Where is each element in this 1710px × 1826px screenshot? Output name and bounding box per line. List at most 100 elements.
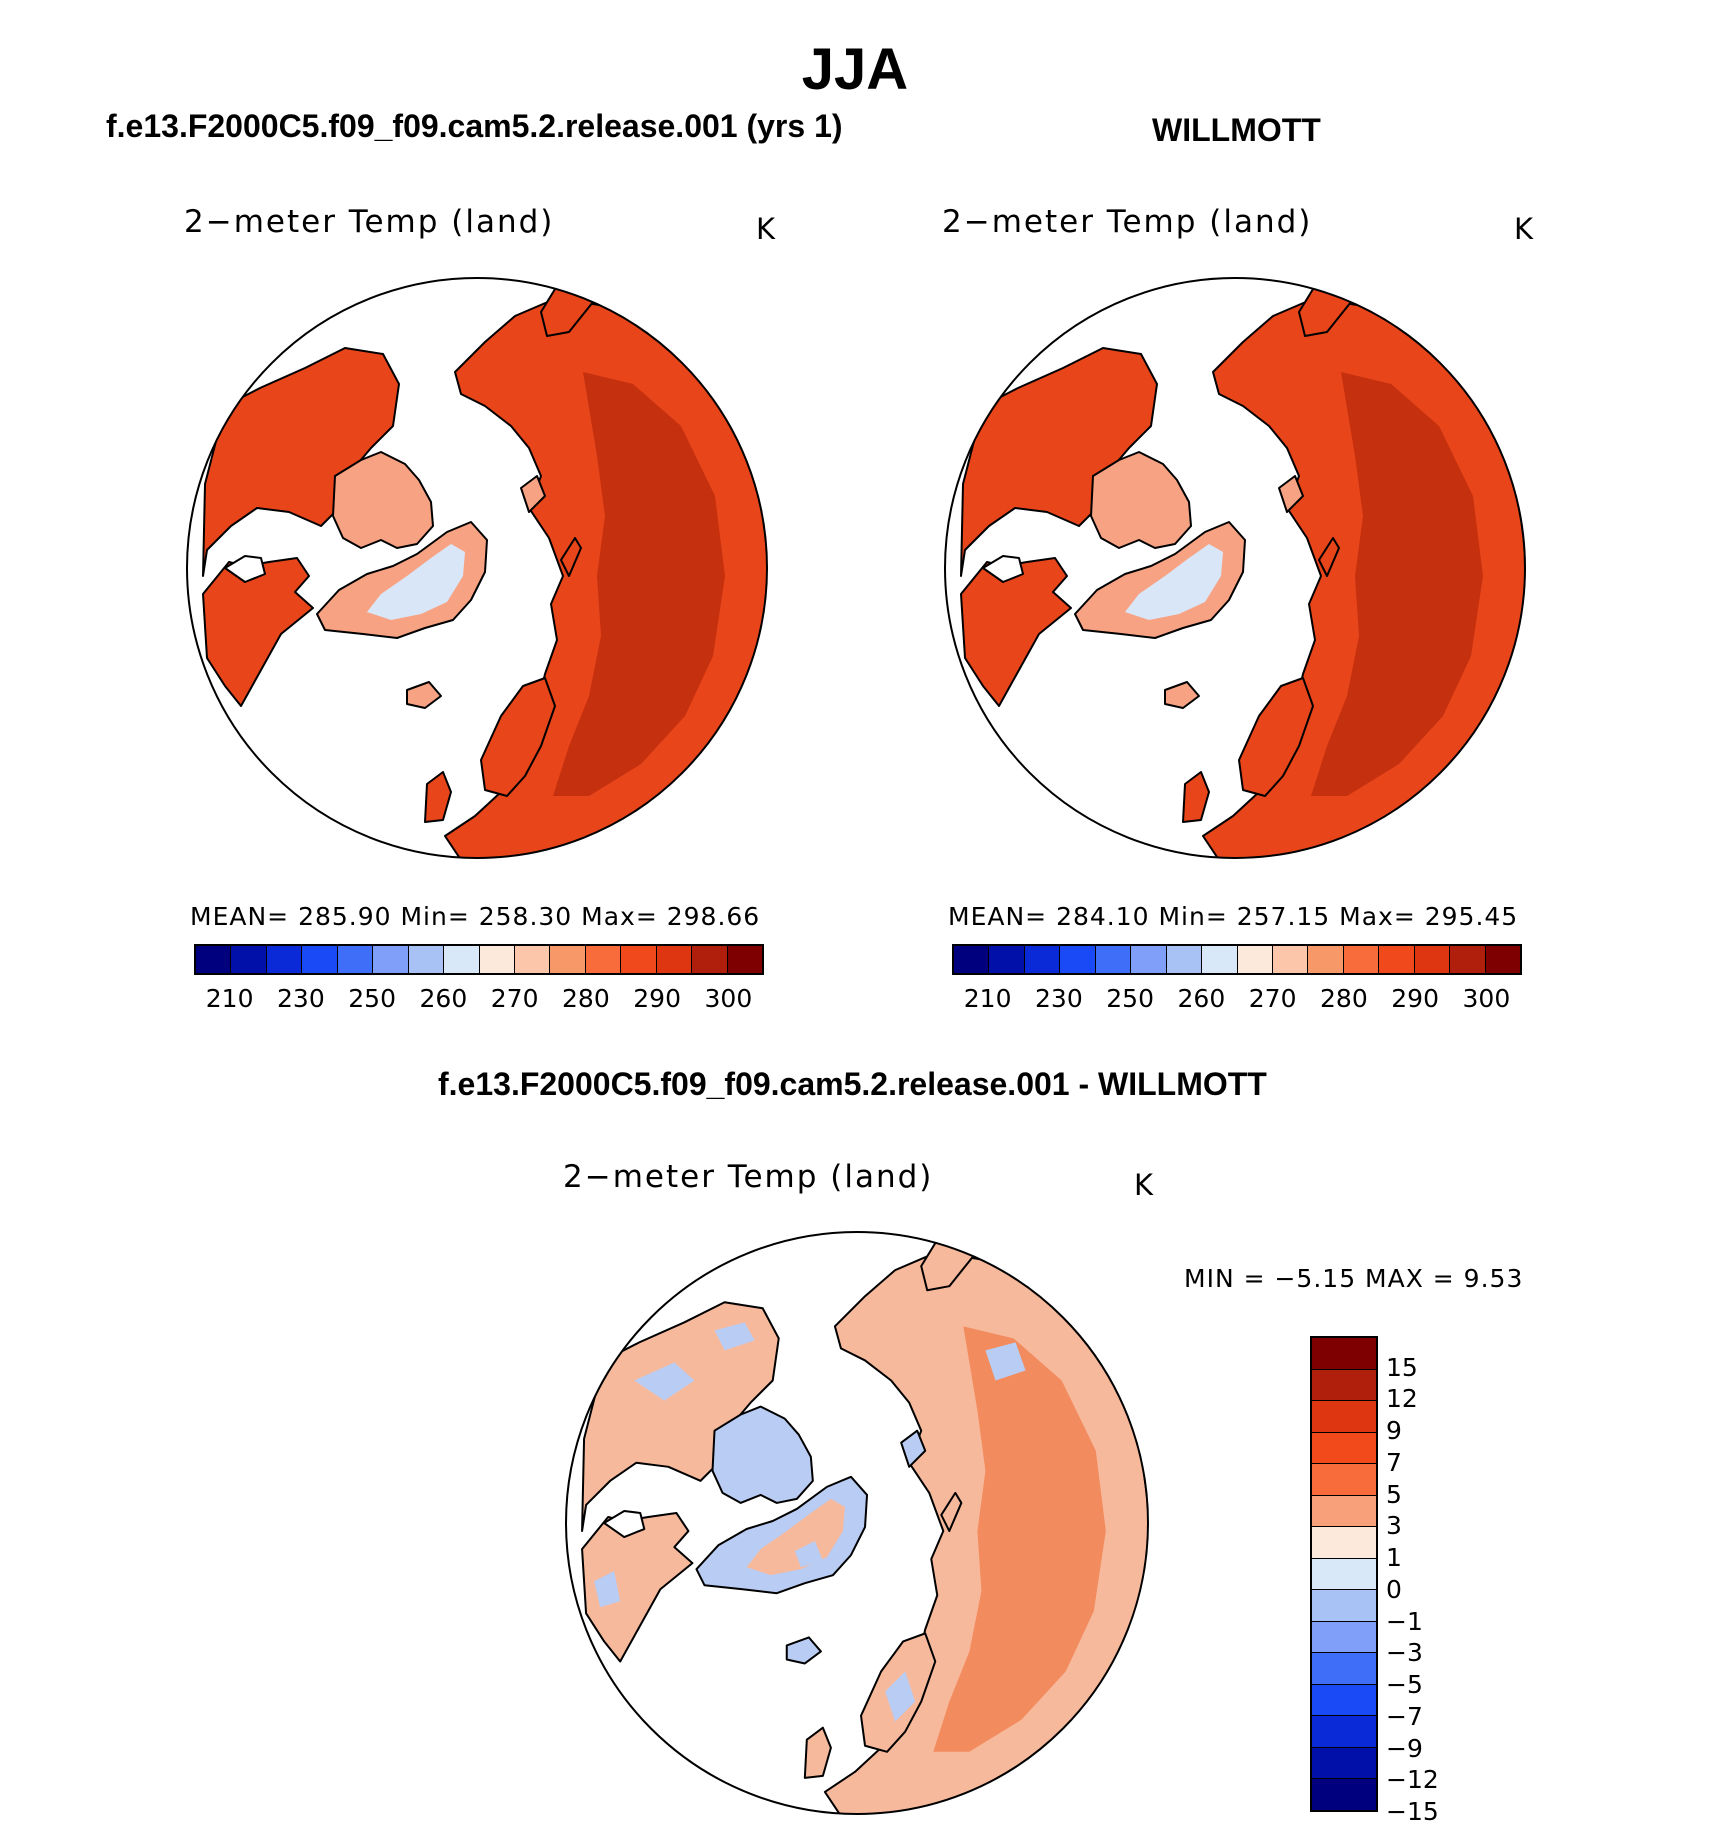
hudson-bay-water [982, 555, 1024, 583]
difference-warm-patch [1025, 1450, 1086, 1511]
panel1-units: K [756, 212, 776, 246]
arctic-archipelago-land [1090, 451, 1192, 549]
colorbar-swatch [550, 946, 586, 973]
colorbar-tick-label: 300 [704, 984, 753, 1013]
colorbar-swatch [1379, 946, 1415, 973]
panel2-units: K [1514, 212, 1534, 246]
taymyr-land [900, 1429, 927, 1468]
colorbar-swatch [727, 946, 762, 973]
british-isles-land [1182, 771, 1210, 823]
colorbar-swatch [1060, 946, 1096, 973]
land-layer [202, 278, 767, 858]
iceland-land [785, 1636, 822, 1665]
panel3-plot-title: 2−meter Temp (land) [563, 1159, 934, 1195]
colorbar-swatch [1312, 1338, 1376, 1370]
arctic-archipelago-land [711, 1405, 814, 1504]
panel2-polar-map [944, 277, 1526, 859]
colorbar-tick-label: −7 [1386, 1701, 1423, 1731]
colorbar-tick-label: 300 [1462, 984, 1511, 1013]
colorbar-swatch [479, 946, 515, 973]
colorbar-swatch [1312, 1747, 1376, 1780]
colorbar-tick-label: 280 [562, 984, 610, 1013]
difference-warm-patch [1035, 1581, 1086, 1632]
map-boundary [186, 277, 768, 859]
colorbar-swatch [1312, 1779, 1376, 1810]
colorbar-tick-label: 270 [1248, 984, 1297, 1013]
panel3-polar-map [565, 1231, 1149, 1815]
colorbar-tick-label: 280 [1320, 984, 1368, 1013]
colorbar-swatch [1312, 1716, 1376, 1748]
difference-cool-patch [885, 1671, 916, 1722]
novaya-zemlya-land [1318, 537, 1340, 577]
panel3-colorbar [1310, 1336, 1378, 1812]
panel3-minmax: MIN = −5.15 MAX = 9.53 [1184, 1264, 1524, 1293]
colorbar-swatch [1414, 946, 1451, 973]
colorbar-swatch [1312, 1495, 1376, 1528]
colorbar-tick-label: 230 [277, 984, 325, 1013]
colorbar-swatch [444, 946, 480, 973]
colorbar-swatch [1131, 946, 1167, 973]
panel2-case-title: WILLMOTT [1152, 112, 1321, 148]
hudson-bay-water [224, 555, 266, 583]
colorbar-tick-label: 12 [1386, 1384, 1418, 1414]
colorbar-swatch [266, 946, 303, 973]
panel2-colorbar [952, 944, 1522, 975]
colorbar-swatch [1308, 946, 1344, 973]
panel2-colorbar-labels: 210 230 250 260 270 280 290 300 [952, 984, 1522, 1014]
colorbar-swatch [1312, 1621, 1376, 1654]
colorbar-swatch [1237, 946, 1273, 973]
colorbar-tick-label: 260 [1177, 984, 1226, 1013]
colorbar-tick-label: −5 [1386, 1670, 1423, 1700]
novaya-zemlya-land [940, 1491, 963, 1533]
colorbar-swatch [1312, 1369, 1376, 1402]
panel2-stats: MEAN= 284.10 Min= 257.15 Max= 295.45 [948, 902, 1519, 931]
eurasia-interior-shading [553, 372, 725, 796]
iceland-land [1164, 681, 1200, 709]
scandinavia-land [480, 677, 556, 797]
panel1-colorbar [194, 944, 764, 975]
colorbar-swatch [954, 946, 990, 973]
scandinavia-land [1238, 677, 1314, 797]
colorbar-swatch [1024, 946, 1061, 973]
panel3-case-title: f.e13.F2000C5.f09_f09.cam5.2.release.001… [438, 1066, 1267, 1102]
colorbar-swatch [692, 946, 728, 973]
colorbar-swatch [1485, 946, 1520, 973]
eurasia-interior-shading [933, 1326, 1106, 1752]
colorbar-tick-label: −15 [1386, 1797, 1439, 1826]
colorbar-tick-label: 15 [1386, 1352, 1418, 1382]
colorbar-swatch [585, 946, 622, 973]
colorbar-swatch [408, 946, 445, 973]
colorbar-swatch [1202, 946, 1238, 973]
land-layer [581, 1232, 1148, 1814]
colorbar-swatch [1166, 946, 1203, 973]
colorbar-swatch [1312, 1432, 1376, 1465]
colorbar-swatch [1312, 1684, 1376, 1717]
map-boundary [565, 1231, 1149, 1815]
colorbar-tick-label: 210 [963, 984, 1012, 1013]
colorbar-swatch [196, 946, 232, 973]
colorbar-swatch [231, 946, 267, 973]
difference-cool-patch [985, 1342, 1026, 1381]
colorbar-tick-label: 210 [205, 984, 254, 1013]
colorbar-tick-label: 1 [1386, 1543, 1402, 1573]
colorbar-tick-label: 230 [1035, 984, 1083, 1013]
colorbar-swatch [1095, 946, 1132, 973]
panel3-colorbar-labels: 15 12 9 7 5 3 1 0 −1 −3 −5 −7 −9 −12 −15 [1386, 1336, 1466, 1826]
colorbar-tick-label: −9 [1386, 1733, 1423, 1763]
colorbar-tick-label: 290 [1391, 984, 1439, 1013]
panel1-plot-title: 2−meter Temp (land) [184, 204, 555, 240]
difference-cool-patch [634, 1362, 695, 1401]
colorbar-tick-label: 260 [419, 984, 468, 1013]
colorbar-tick-label: −12 [1386, 1765, 1439, 1795]
land-layer [960, 278, 1525, 858]
difference-cool-patch [594, 1571, 621, 1608]
colorbar-swatch [1312, 1401, 1376, 1433]
colorbar-swatch [1312, 1653, 1376, 1685]
colorbar-swatch [1343, 946, 1380, 973]
colorbar-tick-label: −1 [1386, 1606, 1423, 1636]
colorbar-swatch [1312, 1558, 1376, 1591]
colorbar-swatch [656, 946, 693, 973]
eurasia-interior-shading [1311, 372, 1483, 796]
colorbar-tick-label: 5 [1386, 1479, 1402, 1509]
difference-cool-patch [714, 1322, 755, 1351]
